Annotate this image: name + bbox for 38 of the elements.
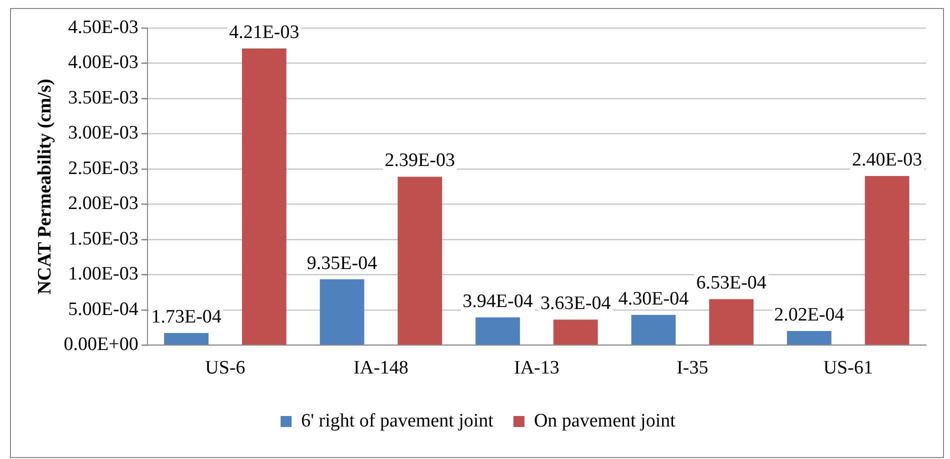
y-tick-label: 2.00E-03 [68,193,138,214]
y-tick-label: 0.00E+00 [64,334,138,356]
data-label: 4.21E-03 [229,22,300,43]
data-label: 2.02E-04 [774,304,845,326]
bar [787,330,832,345]
legend-label: On pavement joint [534,410,676,432]
y-tick-label: 1.00E-03 [68,264,138,285]
data-label: 4.30E-04 [618,288,690,310]
x-tick-label: IA-148 [354,358,408,379]
data-label: 3.94E-04 [462,290,534,312]
y-tick-label: 3.00E-03 [68,122,138,144]
data-label: 3.63E-04 [540,293,612,314]
bar [476,317,520,345]
data-label: 6.53E-04 [696,272,767,294]
y-axis-title: NCAT Permeability (cm/s) [34,78,56,294]
bar [164,333,208,345]
x-tick-label: IA-13 [514,358,560,379]
x-tick-label: US-61 [823,358,873,379]
data-label: 2.39E-03 [384,150,455,172]
y-tick-label: 4.50E-03 [68,16,138,38]
y-tick-label: 4.00E-03 [68,52,138,74]
bar [242,48,286,345]
data-label: 9.35E-04 [306,252,378,274]
legend-label: 6' right of pavement joint [301,410,494,432]
y-tick-label: 3.50E-03 [68,87,138,108]
x-tick-label: US-6 [205,358,246,379]
bar [320,279,364,345]
data-label: 2.40E-03 [852,150,922,171]
data-label: 1.73E-04 [151,306,222,328]
bar [709,299,754,345]
bar [864,176,910,345]
x-tick-label: I-35 [676,358,708,379]
y-tick-label: 2.50E-03 [68,158,138,179]
bar [398,176,442,345]
bar [553,320,598,345]
y-tick-label: 1.50E-03 [68,228,138,250]
y-tick-label: 5.00E-04 [68,298,139,320]
bar [631,314,676,345]
